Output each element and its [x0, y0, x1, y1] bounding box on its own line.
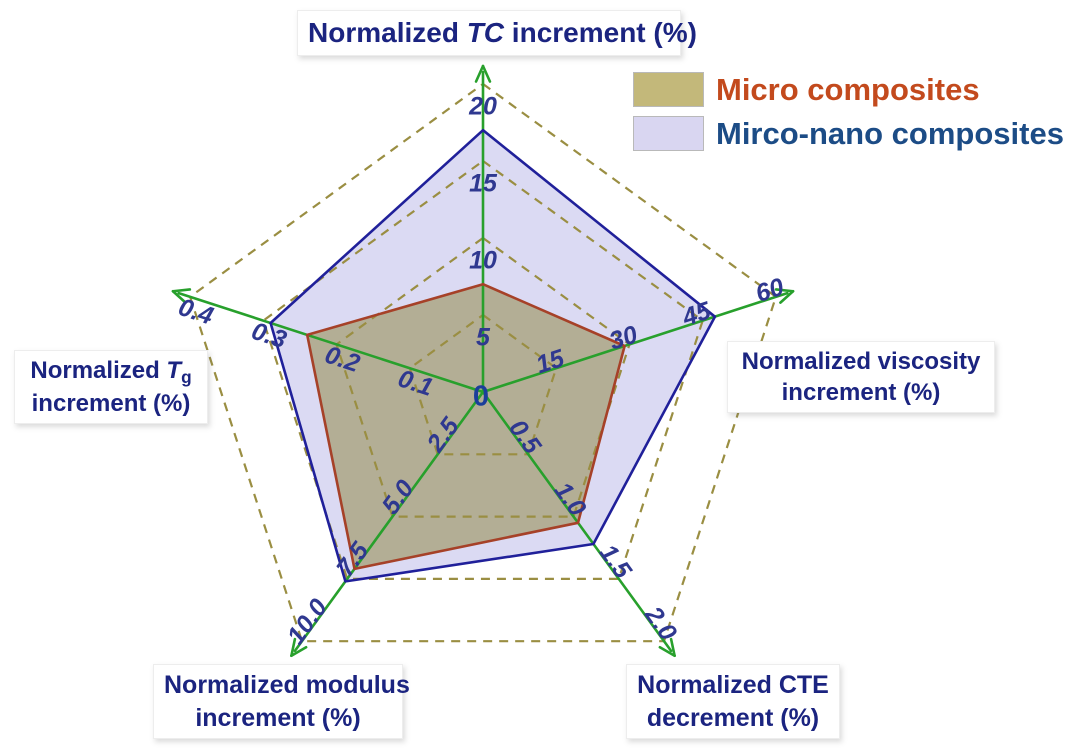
center-tick-label: 0 — [473, 381, 489, 413]
axis-line — [293, 390, 485, 653]
axis-arrowhead — [290, 645, 308, 658]
grid-pentagon — [335, 236, 631, 518]
legend-item-micro: Micro composites — [633, 71, 1064, 108]
axis-arrowhead — [481, 64, 492, 83]
legend: Micro composites Mirco-nano composites — [633, 71, 1064, 152]
axis-arrowhead — [171, 289, 187, 304]
axis-arrowhead — [474, 64, 485, 83]
grid-pentagon — [408, 313, 558, 456]
axis-title-tg-increment: Normalized Tg increment (%) — [14, 350, 208, 425]
tick-label: 0.4 — [175, 293, 217, 330]
series-outline-micro-nano — [269, 128, 717, 583]
legend-label-micro-nano: Mirco-nano composites — [716, 115, 1064, 151]
legend-swatch-micro-nano — [633, 116, 704, 151]
axis-arrowhead — [669, 637, 676, 658]
axis-line — [177, 291, 485, 394]
legend-swatch-micro — [633, 72, 704, 107]
axis-line — [481, 291, 789, 394]
axis-arrowhead — [779, 289, 795, 304]
axis-arrowhead — [774, 288, 795, 293]
grid-pentagon — [188, 82, 778, 643]
series-outline-micro — [305, 282, 626, 571]
axis-arrowhead — [658, 645, 676, 658]
legend-label-micro: Micro composites — [716, 71, 980, 107]
grid-pentagon — [262, 159, 704, 581]
axis-arrowhead — [171, 288, 192, 293]
axis-arrowhead — [290, 637, 297, 658]
tick-label: 10 — [469, 247, 497, 275]
axis-title-modulus-increment: Normalized modulus increment (%) — [153, 664, 410, 739]
legend-item-micro-nano: Mirco-nano composites — [633, 115, 1064, 152]
axis-title-tc-increment: Normalized TC increment (%) — [297, 10, 697, 57]
tick-label: 5 — [476, 324, 491, 352]
tick-label: 20 — [468, 93, 497, 121]
axis-title-cte-decrement: Normalized CTE decrement (%) — [626, 664, 840, 739]
axis-title-viscosity-increment: Normalized viscosity increment (%) — [727, 341, 995, 414]
tick-label: 15 — [469, 170, 498, 198]
